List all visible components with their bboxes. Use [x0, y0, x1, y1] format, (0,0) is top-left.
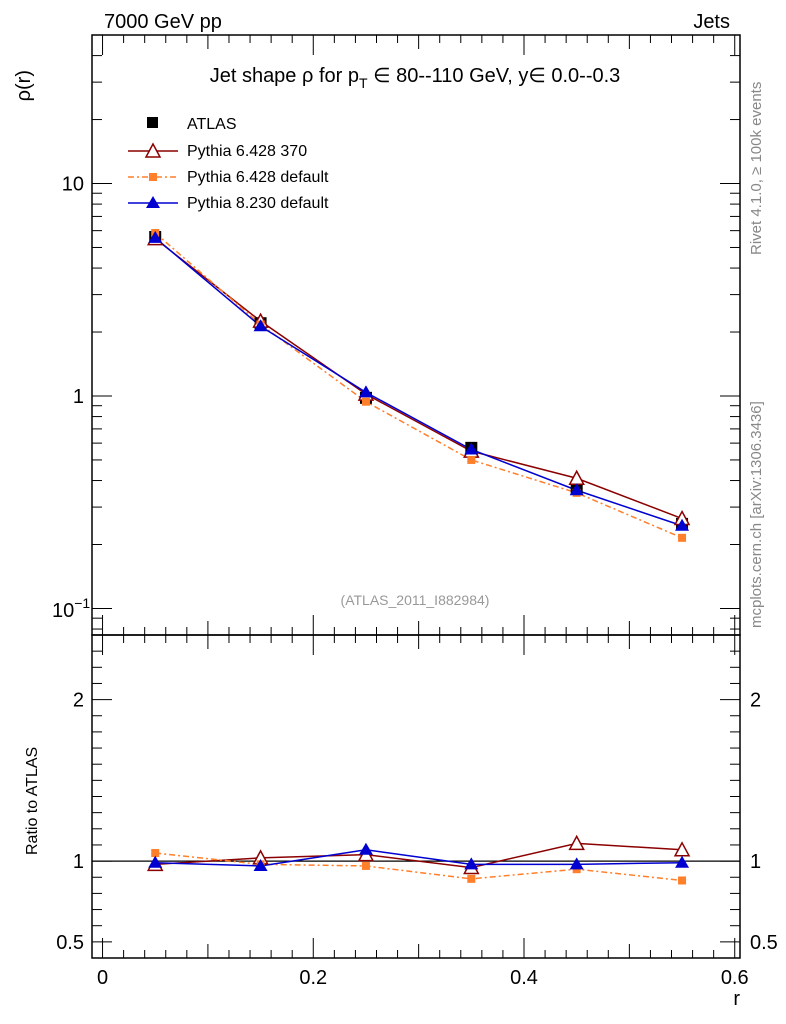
- legend-label-pythia6-370: Pythia 6.428 370: [187, 143, 307, 160]
- ratio-point-pythia8_default: [569, 857, 584, 870]
- ratio-ytick-label: 0.5: [56, 932, 84, 954]
- category-label: Jets: [693, 11, 730, 33]
- main-axes: 10 1: [62, 34, 741, 636]
- ratio-y-axis-label: Ratio to ATLAS: [24, 747, 41, 855]
- main-point-pythia8_default: [464, 442, 479, 455]
- source-label: mcplots.cern.ch [arXiv:1306.3436]: [748, 401, 765, 628]
- ratio-point-pythia6_default: [151, 849, 160, 858]
- xtick-label: 0.4: [510, 967, 538, 989]
- ratio-ytick-label-right: 1: [750, 851, 761, 873]
- main-point-pythia6_default: [467, 455, 476, 464]
- main-point-pythia8_default: [675, 518, 690, 531]
- legend-marker-atlas: [147, 117, 158, 128]
- main-point-pythia6_default: [678, 533, 687, 542]
- ratio-point-pythia6_default: [361, 861, 370, 870]
- ratio-point-pythia8_default: [148, 855, 163, 868]
- main-point-pythia8_default: [569, 483, 584, 496]
- title-mid1: for p: [313, 65, 359, 87]
- ratio-point-pythia6_default: [678, 876, 687, 885]
- title-subscript: T: [359, 75, 368, 91]
- ratio-ytick-label: 1: [73, 851, 84, 873]
- ytick-label-0.1: 10−1: [52, 595, 90, 622]
- title-pre: Jet shape: [210, 65, 302, 87]
- legend-label-pythia6-default: Pythia 6.428 default: [187, 169, 329, 186]
- legend-label-pythia8-default: Pythia 8.230 default: [187, 195, 329, 212]
- main-y-axis-label: ρ(r): [13, 70, 35, 101]
- title-mid2: ∈ 80--110 GeV, y: [368, 65, 529, 87]
- main-point-pythia8_default: [358, 385, 373, 398]
- energy-label: 7000 GeV pp: [104, 11, 222, 33]
- ratio-ytick-label-right: 2: [750, 690, 761, 712]
- legend: ATLAS Pythia 6.428 370 Pythia 6.428 defa…: [128, 116, 329, 212]
- ratio-point-pythia6_default: [467, 874, 476, 883]
- legend-marker-pythia6-370: [144, 142, 162, 158]
- ratio-frame: [91, 634, 741, 959]
- rivet-version-label: Rivet 4.1.0, ≥ 100k events: [748, 82, 765, 255]
- ratio-point-pythia8_default: [253, 858, 268, 871]
- main-plot-title: Jet shape ρ for pT ∈ 80--110 GeV, y∈ 0.0…: [210, 65, 621, 91]
- ratio-point-pythia8_default: [675, 855, 690, 868]
- ratio-line-pythia6_default: [155, 852, 683, 882]
- ratio-point-pythia8_default: [464, 857, 479, 870]
- ratio-ytick-label: 2: [73, 690, 84, 712]
- main-point-pythia8_default: [148, 230, 163, 243]
- main-plot-marks: [146, 228, 691, 542]
- main-line-pythia6_default: [154, 232, 683, 539]
- title-rho: ρ: [302, 65, 313, 87]
- ratio-point-pythia8_default: [358, 842, 373, 855]
- legend-marker-pythia8-default: [146, 196, 160, 208]
- legend-marker-pythia6-default: [149, 173, 157, 181]
- legend-label-atlas: ATLAS: [187, 116, 237, 133]
- main-point-pythia8_default: [253, 319, 268, 332]
- main-point-pythia6_default: [361, 397, 370, 406]
- main-line-pythia6_370: [154, 238, 683, 520]
- ratio-line-pythia6_370: [155, 842, 683, 869]
- main-ytick-label: 10: [62, 174, 84, 196]
- ratio-ytick-label-right: 0.5: [750, 932, 778, 954]
- main-ytick-label: 1: [73, 386, 84, 408]
- title-mid3: ∈ 0.0--0.3: [528, 65, 620, 87]
- ratio-point-pythia6_370: [568, 834, 585, 851]
- ratio-line-pythia8_default: [155, 849, 683, 867]
- x-axis-label: r: [733, 988, 740, 1010]
- xtick-label: 0.2: [299, 967, 327, 989]
- xtick-label: 0.6: [721, 967, 749, 989]
- ratio-plot-marks: [146, 834, 691, 885]
- ratio-axes: 0 0.2 0.4 0.6 2 2 1 1 0.5 0.5: [56, 634, 778, 989]
- main-line-pythia8_default: [154, 237, 683, 527]
- xtick-label: 0: [97, 967, 108, 989]
- analysis-watermark: (ATLAS_2011_I882984): [341, 592, 490, 608]
